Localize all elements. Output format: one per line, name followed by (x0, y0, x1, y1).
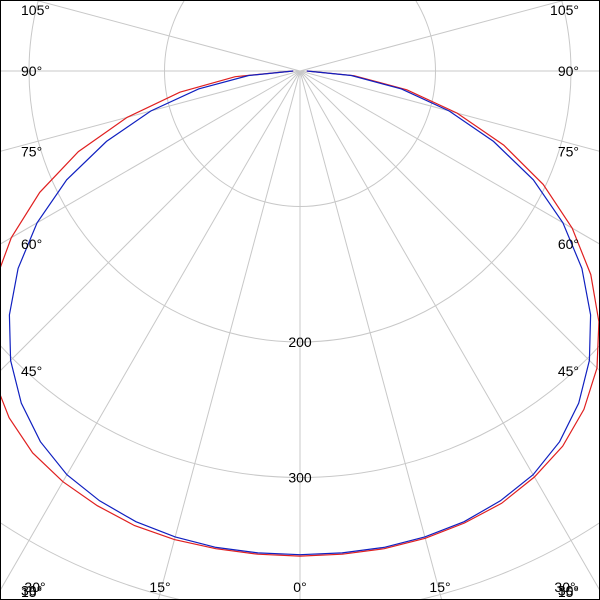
angle-label: 15° (149, 579, 170, 595)
angle-label: 90° (21, 63, 42, 79)
angle-label: 30° (24, 579, 45, 595)
angle-label: 60° (558, 236, 579, 252)
angle-label: 75° (558, 143, 579, 159)
angle-label: 30° (554, 579, 575, 595)
polar-chart: 200300400105°90°75°60°45°30°15°105°90°75… (0, 0, 600, 600)
angle-label: 15° (429, 579, 450, 595)
ring-label: 300 (288, 470, 312, 486)
ring-label: 200 (288, 334, 312, 350)
angle-label: 45° (21, 363, 42, 379)
angle-label: 60° (21, 236, 42, 252)
angle-label: 105° (550, 2, 579, 18)
angle-label: 75° (21, 143, 42, 159)
angle-label: 105° (21, 2, 50, 18)
angle-label: 0° (293, 579, 306, 595)
angle-label: 90° (558, 63, 579, 79)
angle-label: 45° (558, 363, 579, 379)
